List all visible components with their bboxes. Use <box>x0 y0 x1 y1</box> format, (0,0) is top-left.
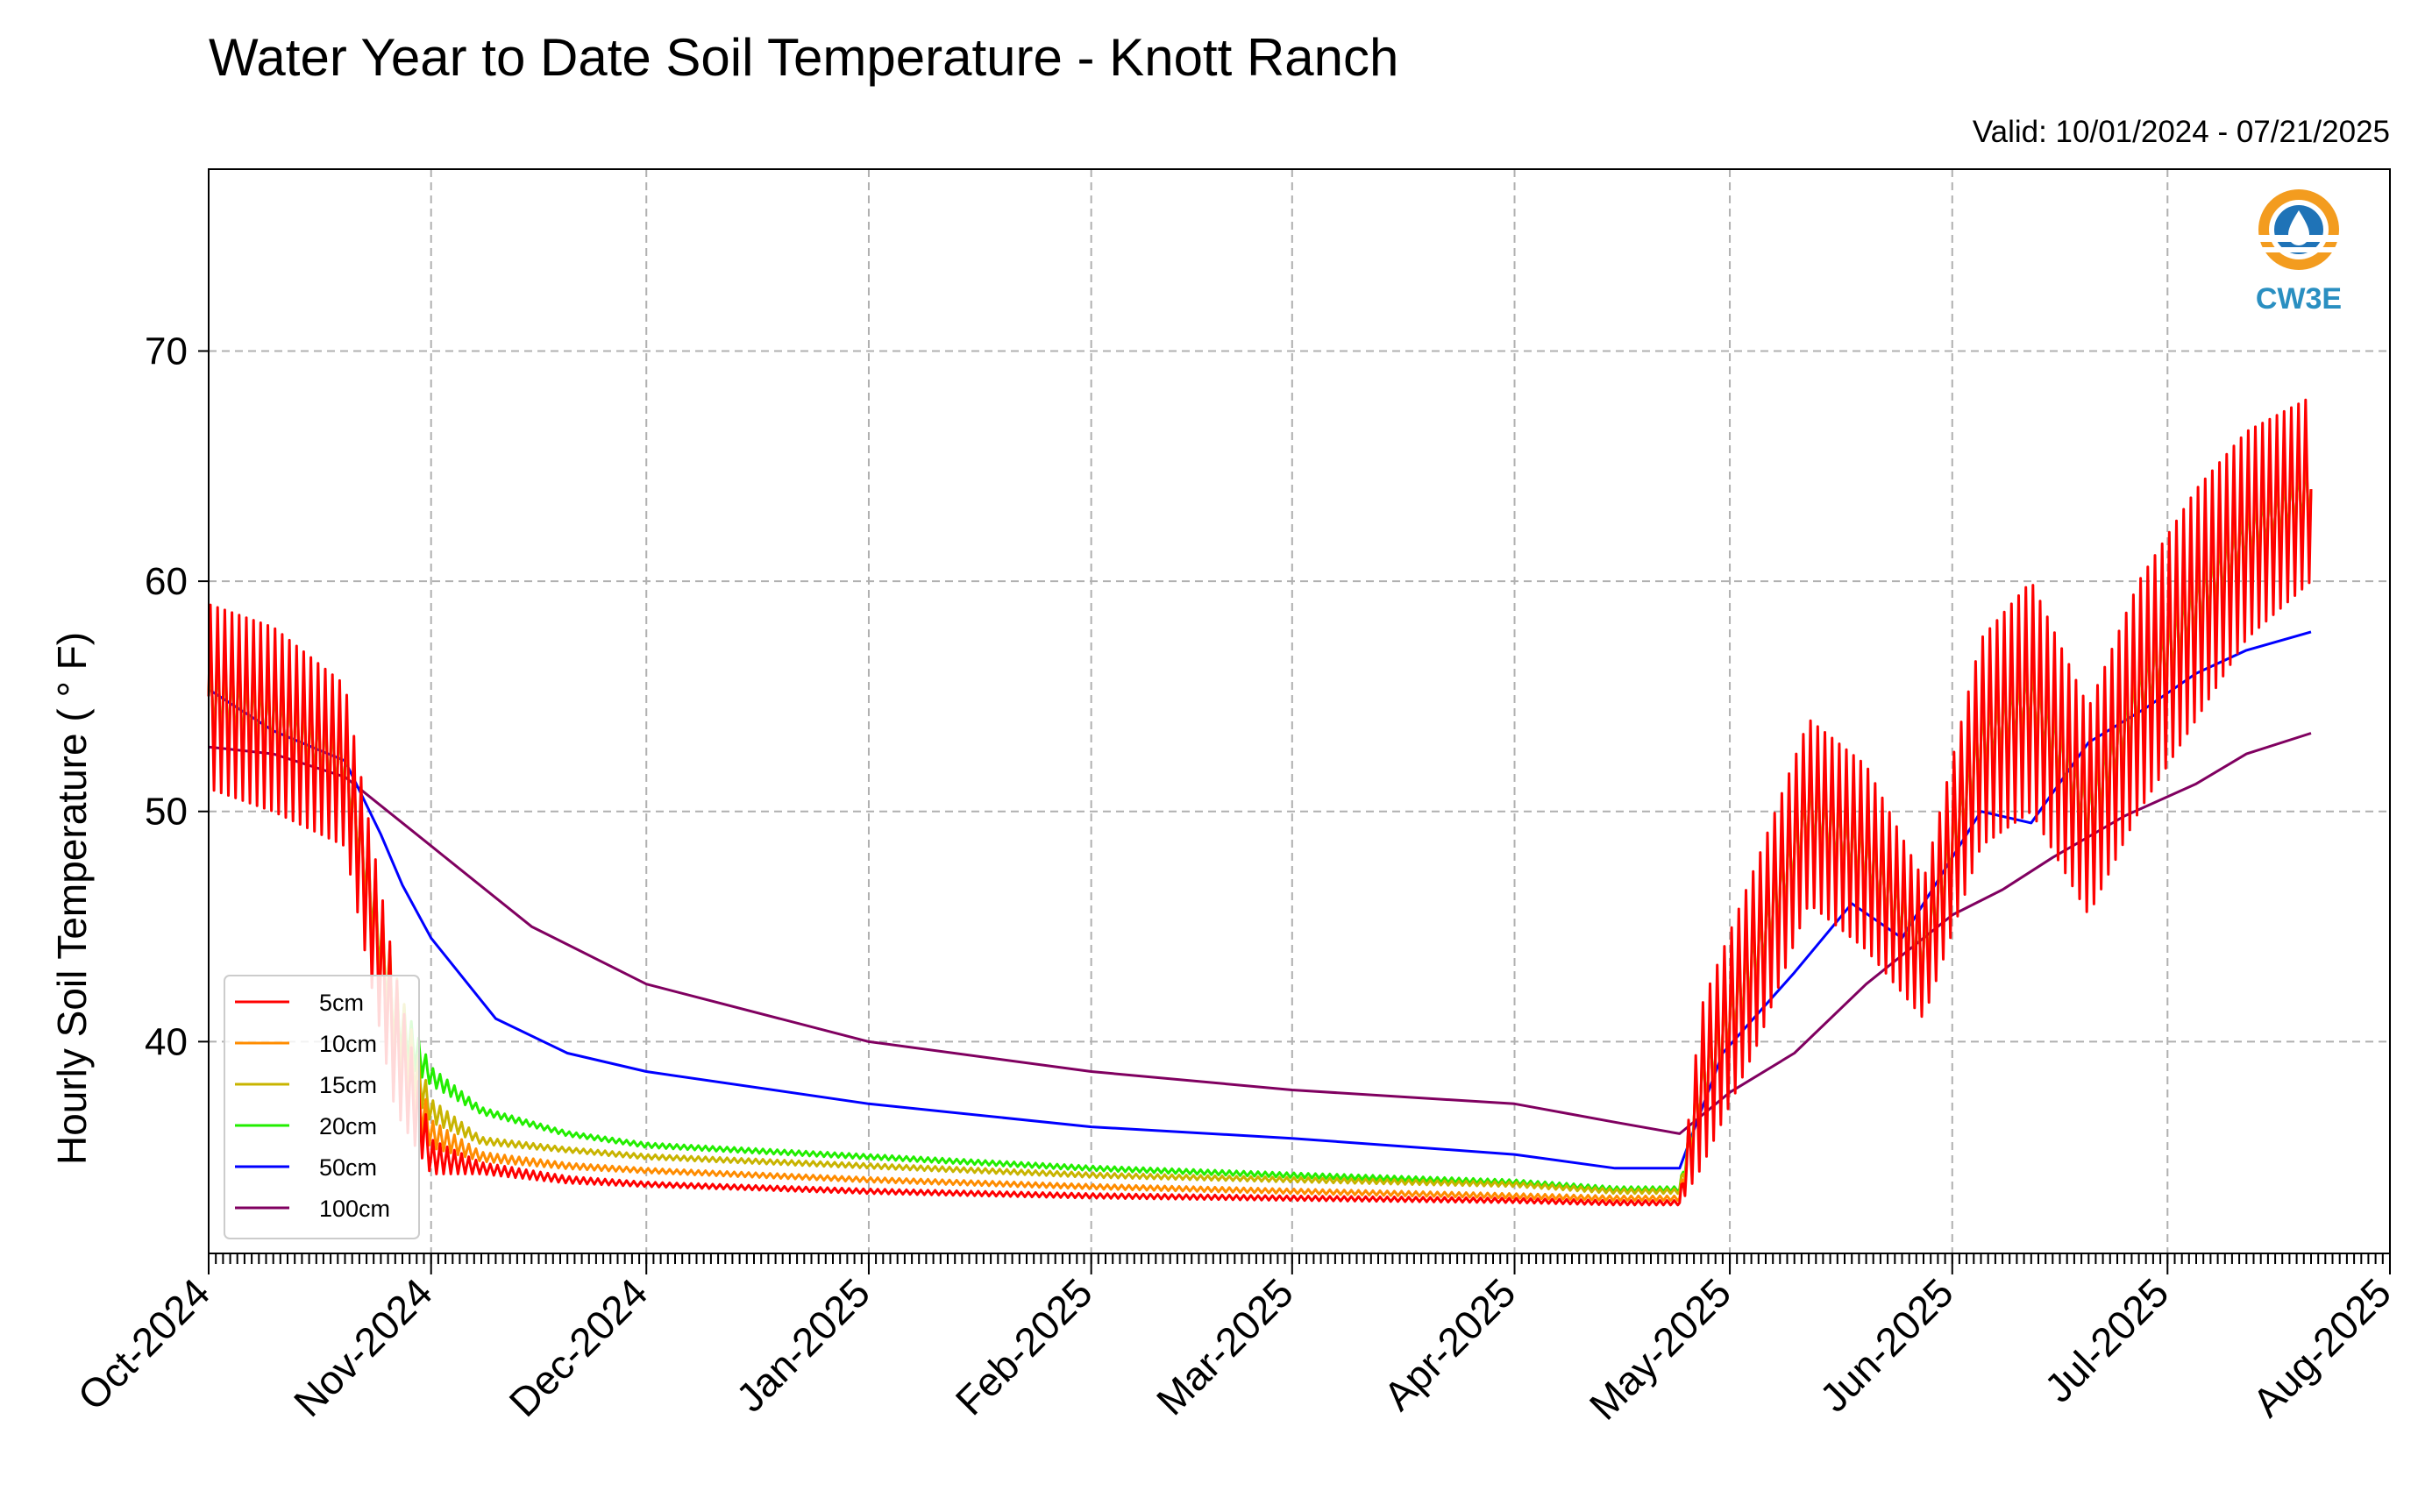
legend-label-5cm: 5cm <box>319 990 364 1016</box>
logo-text: CW3E <box>2256 282 2342 316</box>
chart-title: Water Year to Date Soil Temperature - Kn… <box>209 28 1398 87</box>
x-tick-label: Jun-2025 <box>1810 1269 1961 1420</box>
y-tick-label: 70 <box>145 330 188 373</box>
x-tick-label: Feb-2025 <box>947 1269 1101 1423</box>
x-tick-label: Nov-2024 <box>285 1269 441 1425</box>
legend-label-15cm: 15cm <box>319 1072 377 1098</box>
series-line-10cm <box>207 422 2313 1203</box>
x-tick-label: Mar-2025 <box>1148 1269 1302 1423</box>
series-line-20cm <box>207 457 2313 1193</box>
series-lines <box>207 398 2313 1207</box>
legend-label-20cm: 20cm <box>319 1113 377 1139</box>
x-tick-label: Aug-2025 <box>2244 1269 2400 1425</box>
series-line-5cm <box>207 398 2313 1207</box>
legend-label-50cm: 50cm <box>319 1154 377 1181</box>
y-axis-label: Hourly Soil Temperature ( ° F) <box>49 632 95 1165</box>
legend-label-100cm: 100cm <box>319 1196 390 1222</box>
x-tick-label: May-2025 <box>1581 1269 1739 1428</box>
legend: 5cm 10cm 15cm 20cm 50cm 100cm <box>224 975 420 1239</box>
y-tick-label: 40 <box>145 1020 188 1063</box>
legend-box <box>224 975 420 1239</box>
legend-label-10cm: 10cm <box>319 1031 377 1057</box>
cw3e-logo: CW3E <box>2256 189 2342 316</box>
x-tick-label: Apr-2025 <box>1375 1269 1525 1419</box>
x-tick-label: Oct-2024 <box>69 1269 219 1419</box>
series-line-15cm <box>207 439 2313 1196</box>
x-minor-ticks <box>208 1253 2391 1264</box>
chart-subtitle: Valid: 10/01/2024 - 07/21/2025 <box>1973 115 2390 149</box>
x-tick-label: Dec-2024 <box>501 1269 657 1425</box>
series-line-50cm <box>208 630 2312 1170</box>
axis-ticks <box>198 350 2391 1274</box>
series-line-100cm <box>208 732 2312 1135</box>
x-tick-label: Jan-2025 <box>728 1269 878 1420</box>
x-tick-label: Jul-2025 <box>2036 1269 2178 1411</box>
y-tick-label: 60 <box>145 560 188 603</box>
y-tick-label: 50 <box>145 791 188 834</box>
logo-drop-icon <box>2288 210 2309 245</box>
